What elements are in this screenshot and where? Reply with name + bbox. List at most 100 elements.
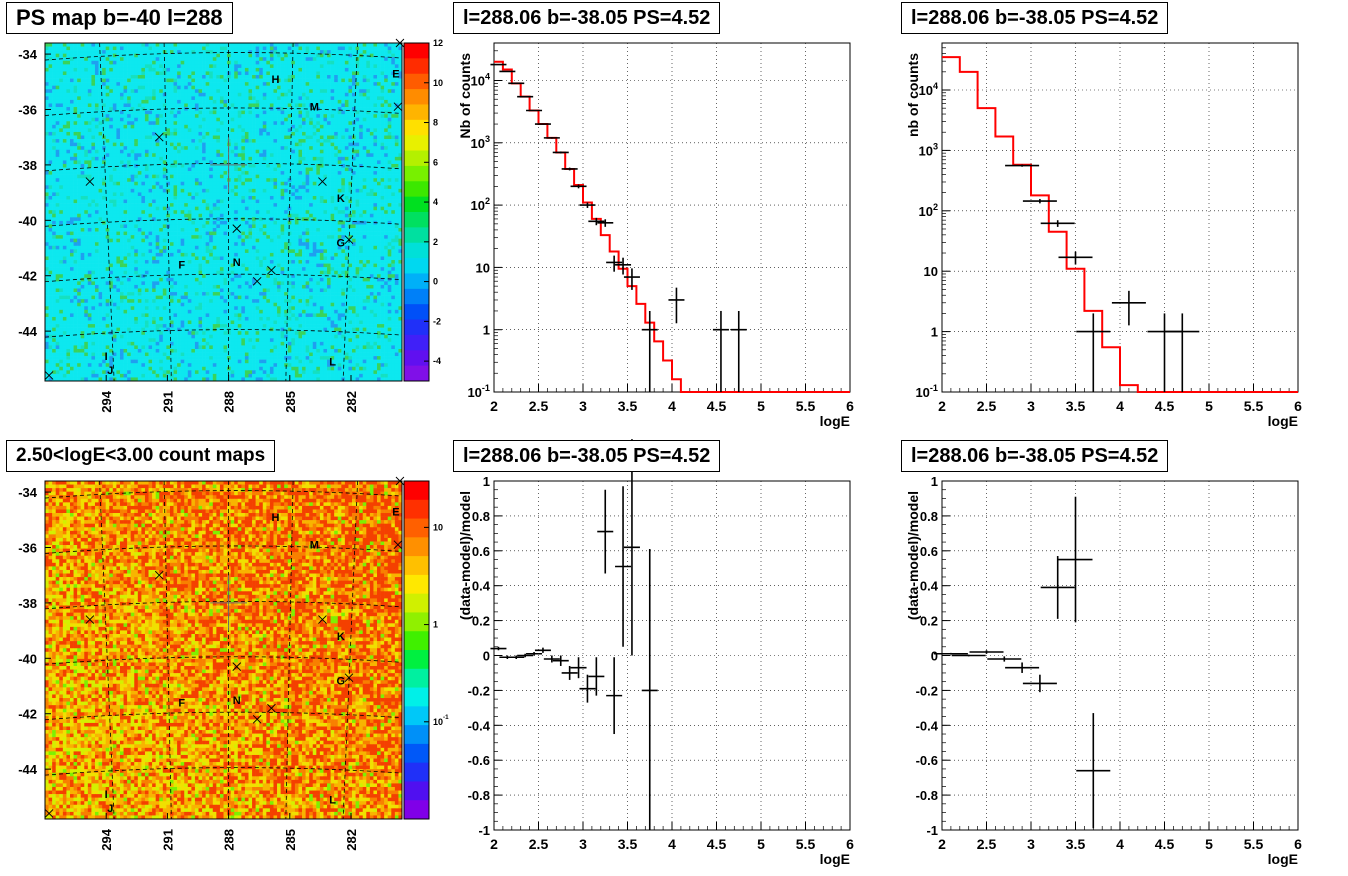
heatmap-cell	[319, 82, 324, 86]
heatmap-cell	[127, 203, 131, 207]
heatmap-cell	[187, 43, 192, 47]
heatmap-cell	[334, 171, 339, 175]
heatmap-cell	[255, 153, 260, 158]
heatmap-cell	[255, 167, 260, 172]
heatmap-cell	[359, 117, 364, 122]
heatmap-cell	[391, 71, 396, 76]
heatmap-cell	[373, 67, 378, 72]
heatmap-cell	[173, 117, 178, 122]
heatmap-cell	[59, 178, 64, 183]
heatmap-cell	[327, 50, 331, 54]
heatmap-cell	[377, 192, 381, 197]
heatmap-cell	[287, 60, 292, 65]
heatmap-cell	[212, 188, 217, 193]
heatmap-cell	[123, 149, 128, 154]
heatmap-cell	[141, 50, 146, 54]
heatmap-cell	[48, 128, 53, 133]
heatmap-cell	[130, 178, 135, 183]
heatmap-cell	[284, 210, 289, 215]
heatmap-cell	[69, 110, 74, 115]
heatmap-cell	[62, 139, 67, 143]
heatmap-cell	[155, 146, 160, 151]
heatmap-cell	[291, 160, 296, 165]
heatmap-cell	[298, 142, 303, 147]
heatmap-cell	[98, 167, 103, 172]
heatmap-cell	[230, 213, 235, 218]
heatmap-cell	[366, 64, 371, 69]
heatmap-cell	[309, 89, 314, 94]
heatmap-cell	[280, 195, 285, 200]
heatmap-cell	[380, 67, 385, 72]
heatmap-cell	[159, 199, 164, 204]
heatmap-cell	[223, 85, 228, 90]
heatmap-cell	[244, 139, 249, 143]
heatmap-cell	[237, 78, 242, 83]
heatmap-cell	[298, 163, 303, 168]
heatmap-cell	[191, 203, 196, 207]
heatmap-cell	[180, 46, 185, 51]
heatmap-cell	[55, 82, 60, 86]
heatmap-cell	[209, 213, 214, 218]
heatmap-cell	[73, 199, 78, 204]
heatmap-cell	[223, 163, 228, 168]
heatmap-cell	[284, 89, 289, 94]
heatmap-cell	[398, 192, 403, 197]
heatmap-cell	[362, 167, 367, 172]
heatmap-cell	[119, 156, 124, 161]
heatmap-cell	[198, 206, 203, 211]
heatmap-cell	[84, 60, 89, 65]
heatmap-cell	[380, 75, 385, 79]
heatmap-cell	[109, 50, 114, 54]
heatmap-cell	[98, 156, 103, 161]
heatmap-cell	[362, 146, 367, 151]
heatmap-cell	[344, 114, 349, 119]
heatmap-cell	[355, 210, 360, 215]
heatmap-cell	[387, 43, 392, 47]
heatmap-cell	[134, 131, 139, 136]
heatmap-cell	[337, 174, 342, 179]
heatmap-cell	[80, 96, 85, 101]
heatmap-cell	[302, 89, 306, 94]
heatmap-cell	[102, 131, 106, 136]
heatmap-cell	[219, 199, 224, 204]
heatmap-cell	[177, 99, 181, 104]
heatmap-cell	[102, 71, 106, 76]
heatmap-cell	[84, 185, 89, 190]
heatmap-cell	[352, 149, 356, 154]
heatmap-cell	[266, 85, 271, 90]
heatmap-cell	[130, 99, 135, 104]
heatmap-cell	[177, 114, 181, 119]
heatmap-cell	[198, 103, 203, 108]
heatmap-cell	[294, 210, 299, 215]
heatmap-cell	[344, 181, 349, 186]
heatmap-cell	[387, 64, 392, 69]
heatmap-cell	[387, 135, 392, 140]
heatmap-cell	[252, 146, 256, 151]
heatmap-cell	[119, 43, 124, 47]
heatmap-cell	[130, 174, 135, 179]
heatmap-cell	[287, 53, 292, 58]
heatmap-cell	[180, 124, 185, 129]
heatmap-cell	[341, 107, 346, 111]
heatmap-cell	[219, 92, 224, 97]
heatmap-cell	[398, 213, 403, 218]
heatmap-cell	[380, 210, 385, 215]
heatmap-cell	[180, 99, 185, 104]
heatmap-cell	[284, 156, 289, 161]
heatmap-cell	[327, 117, 331, 122]
heatmap-cell	[45, 64, 49, 69]
heatmap-cell	[394, 146, 399, 151]
heatmap-cell	[341, 50, 346, 54]
heatmap-cell	[159, 156, 164, 161]
heatmap-cell	[205, 60, 210, 65]
heatmap-cell	[384, 195, 389, 200]
heatmap-cell	[355, 167, 360, 172]
heatmap-cell	[344, 146, 349, 151]
heatmap-cell	[341, 96, 346, 101]
heatmap-cell	[255, 124, 260, 129]
heatmap-cell	[355, 107, 360, 111]
heatmap-cell	[52, 107, 57, 111]
heatmap-cell	[323, 75, 328, 79]
heatmap-cell	[294, 92, 299, 97]
heatmap-cell	[137, 178, 142, 183]
